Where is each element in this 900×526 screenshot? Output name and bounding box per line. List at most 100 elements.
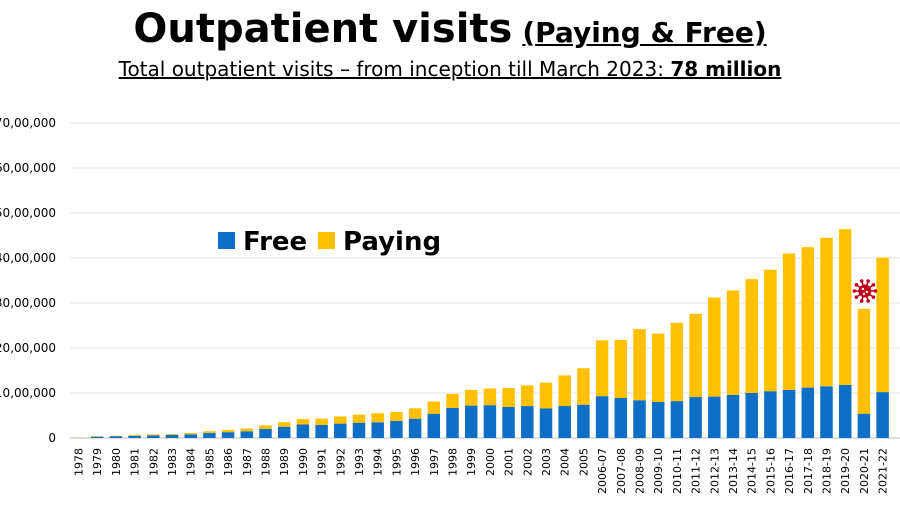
bar-free [165, 434, 179, 438]
bar-paying [539, 382, 553, 409]
subtitle-value: 78 million [670, 57, 782, 81]
x-tick-label: 2000 [484, 448, 497, 476]
bar-paying [614, 339, 628, 398]
bar-paying [315, 418, 328, 425]
bar-free [857, 413, 871, 438]
bar-paying [277, 422, 291, 427]
bar-free [651, 402, 665, 438]
y-tick-label: 10,00,000 [0, 386, 56, 400]
x-tick-label: 1982 [147, 448, 160, 476]
bar-paying [558, 375, 571, 407]
x-tick-label: 1984 [185, 448, 198, 476]
bar-free [90, 436, 104, 438]
x-tick-label: 1987 [241, 448, 254, 476]
chart-subtitle: Total outpatient visits – from inception… [0, 56, 900, 82]
x-tick-label: 2015-16 [764, 448, 777, 494]
x-tick-label: 2001 [503, 448, 516, 476]
bar-paying [764, 269, 777, 392]
bar-paying [820, 237, 833, 387]
bar-paying [876, 257, 889, 393]
y-tick-label: 50,00,000 [0, 206, 56, 220]
x-tick-label: 2006-07 [596, 448, 609, 494]
subtitle-prefix: Total outpatient visits – from inception… [118, 57, 664, 81]
bar-paying [782, 253, 796, 390]
x-tick-label: 2005 [577, 448, 590, 476]
x-tick-label: 1985 [203, 448, 216, 476]
bar-free [670, 401, 684, 438]
bar-free [577, 404, 590, 438]
y-tick-label: 30,00,000 [0, 296, 56, 310]
virus-icon [852, 279, 878, 303]
x-tick-label: 2016-17 [783, 448, 796, 494]
title-parenthetical: (Paying & Free) [522, 16, 767, 49]
bar-free [390, 420, 403, 438]
bar-free [838, 384, 852, 438]
x-tick-label: 2011-12 [690, 448, 703, 494]
x-tick-label: 1998 [447, 448, 460, 476]
bar-free [745, 393, 758, 438]
bar-free [315, 424, 328, 438]
chart-title: Outpatient visits (Paying & Free) [0, 6, 900, 56]
bar-paying [577, 368, 590, 405]
bar-free [521, 406, 534, 438]
bar-free [240, 431, 254, 438]
bar-paying [502, 388, 515, 407]
bar-paying [390, 411, 403, 421]
x-tick-label: 1978 [73, 448, 86, 476]
x-tick-label: 1994 [372, 448, 385, 476]
bar-paying [296, 419, 310, 425]
y-tick-label: 60,00,000 [0, 161, 56, 175]
bar-paying [464, 389, 478, 406]
x-tick-label: 1990 [297, 448, 310, 476]
x-tick-label: 1986 [222, 448, 235, 476]
bar-paying [446, 393, 459, 408]
bar-free [352, 422, 366, 438]
bar-paying [483, 388, 497, 406]
x-tick-label: 1991 [316, 448, 329, 476]
y-tick-label: 20,00,000 [0, 341, 56, 355]
bar-paying [651, 333, 665, 402]
bar-free [801, 387, 815, 438]
x-tick-label: 1981 [129, 448, 142, 476]
bar-paying [408, 408, 422, 419]
x-tick-label: 2008-09 [634, 448, 647, 494]
bar-free [259, 429, 272, 438]
bar-free [147, 435, 160, 438]
bar-paying [371, 413, 384, 423]
title-main-text: Outpatient visits [133, 6, 513, 52]
legend-swatch-free [218, 232, 235, 249]
bar-paying [427, 401, 441, 414]
bar-paying [334, 416, 347, 424]
bar-paying [857, 308, 871, 414]
bar-free [334, 423, 347, 438]
bar-free [464, 405, 478, 438]
bar-paying [221, 429, 235, 433]
x-tick-label: 1996 [409, 448, 422, 476]
bar-paying [240, 428, 254, 432]
x-tick-label: 2019-20 [839, 448, 852, 494]
bar-paying [259, 425, 272, 429]
bar-free [408, 418, 422, 438]
x-tick-label: 1983 [166, 448, 179, 476]
bar-free [483, 405, 497, 438]
x-tick-label: 1992 [334, 448, 347, 476]
bar-free [296, 424, 310, 438]
legend-label-paying: Paying [343, 227, 441, 257]
x-tick-label: 2007-08 [615, 448, 628, 494]
bar-free [109, 436, 123, 438]
bar-free [633, 400, 646, 438]
x-tick-label: 2009-10 [652, 448, 665, 494]
x-tick-label: 2012-13 [708, 448, 721, 494]
y-tick-label: 40,00,000 [0, 251, 56, 265]
x-tick-label: 1989 [278, 448, 291, 476]
bar-free [427, 413, 441, 438]
bar-paying [670, 322, 684, 402]
x-tick-label: 2017-18 [802, 448, 815, 494]
x-tick-label: 1980 [110, 448, 123, 476]
bar-paying [801, 247, 815, 388]
bar-paying [838, 229, 852, 385]
x-tick-label: 1997 [428, 448, 441, 476]
bar-paying [595, 340, 609, 397]
x-tick-label: 2013-14 [727, 448, 740, 494]
bar-free [371, 422, 384, 438]
